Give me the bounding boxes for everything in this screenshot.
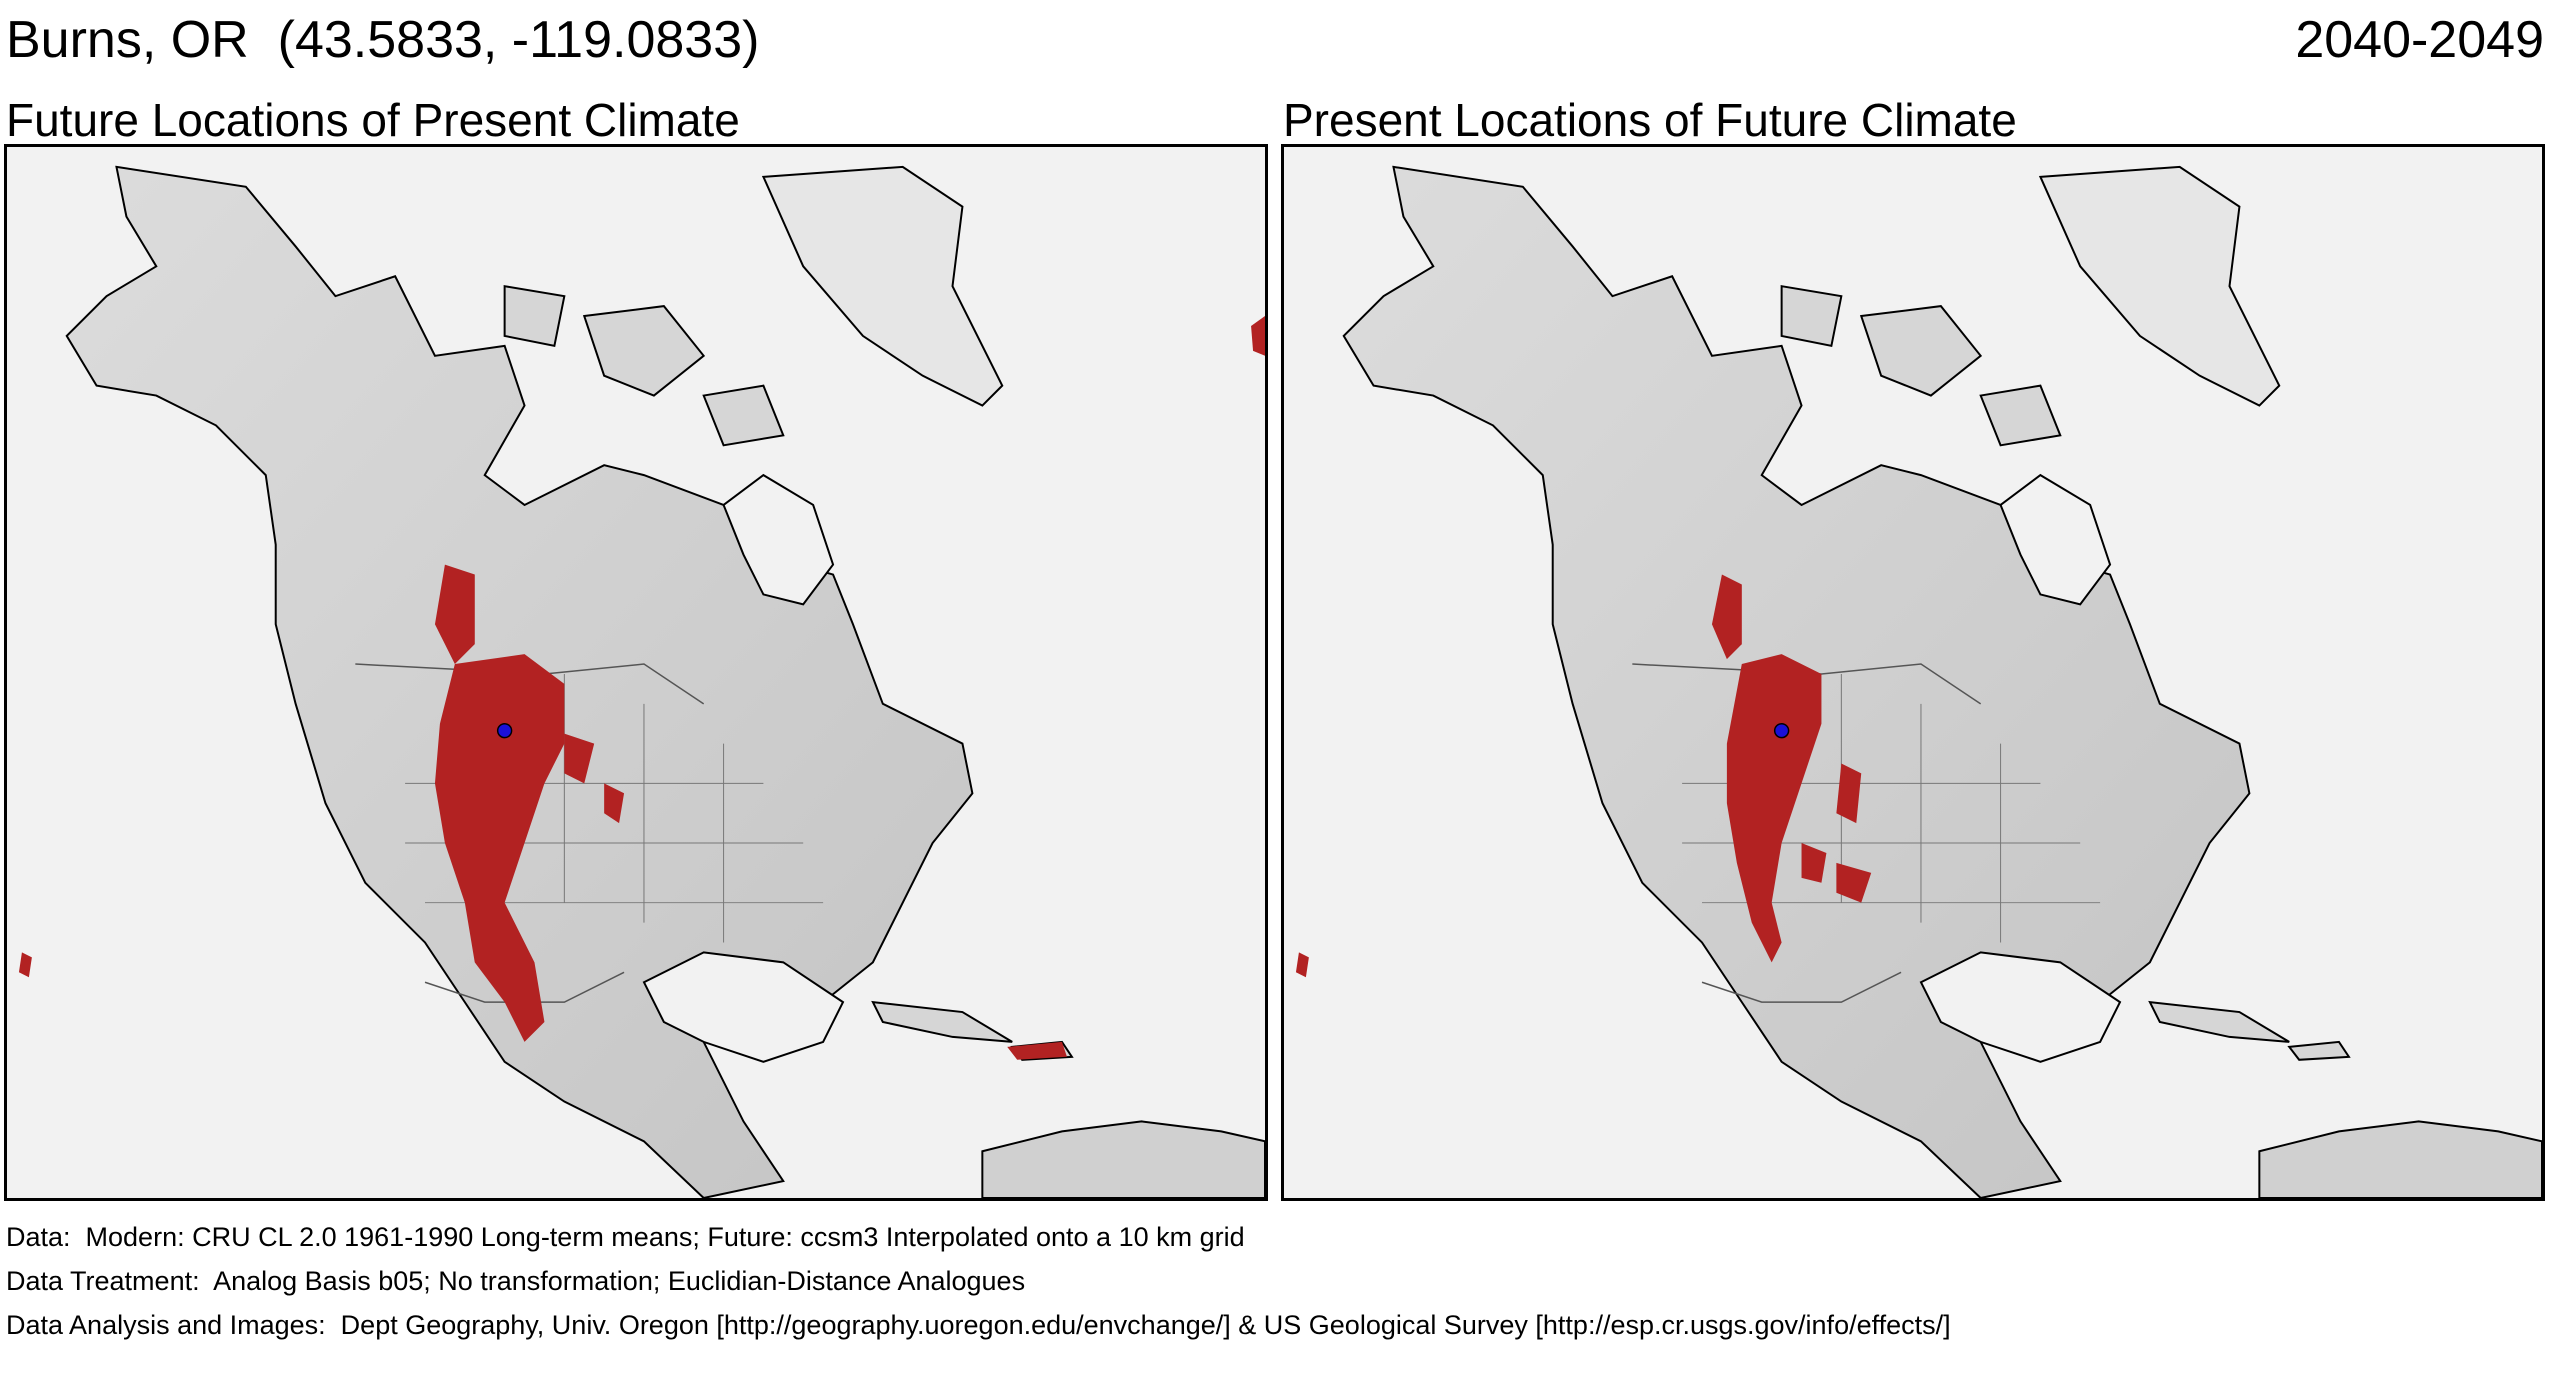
greenland bbox=[2038, 165, 2281, 407]
site-marker bbox=[1773, 722, 1790, 739]
cuba bbox=[871, 1000, 1013, 1043]
hudson-bay bbox=[1999, 473, 2112, 606]
footer-treatment-line: Data Treatment: Analog Basis b05; No tra… bbox=[6, 1266, 1026, 1296]
south-america bbox=[981, 1120, 1265, 1198]
hispaniola bbox=[2287, 1040, 2351, 1061]
footer-analysis-line: Data Analysis and Images: Dept Geography… bbox=[6, 1310, 1951, 1340]
arctic-islands bbox=[503, 285, 785, 447]
south-america bbox=[2258, 1120, 2542, 1198]
country-borders bbox=[1632, 663, 1982, 1003]
gulf-of-mexico bbox=[642, 951, 845, 1063]
period-title: 2040-2049 bbox=[2295, 11, 2544, 69]
analog-regions bbox=[1295, 574, 1872, 978]
gulf-of-mexico bbox=[1919, 951, 2122, 1063]
arctic-islands bbox=[1780, 285, 2062, 447]
footer-data-line: Data: Modern: CRU CL 2.0 1961-1990 Long-… bbox=[6, 1222, 1245, 1252]
greenland bbox=[761, 165, 1004, 407]
left-map-svg bbox=[18, 165, 1265, 1198]
right-map-svg bbox=[1295, 165, 2542, 1198]
site-marker bbox=[496, 722, 513, 739]
right-map-panel bbox=[1281, 144, 2545, 1201]
left-panel-title: Future Locations of Present Climate bbox=[6, 94, 740, 146]
left-map-panel bbox=[4, 144, 1268, 1201]
analog-regions bbox=[18, 316, 1265, 1060]
location-title: Burns, OR (43.5833, -119.0833) bbox=[6, 11, 760, 69]
cuba bbox=[2148, 1000, 2290, 1043]
right-panel-title: Present Locations of Future Climate bbox=[1283, 94, 2017, 146]
hudson-bay bbox=[722, 473, 835, 606]
